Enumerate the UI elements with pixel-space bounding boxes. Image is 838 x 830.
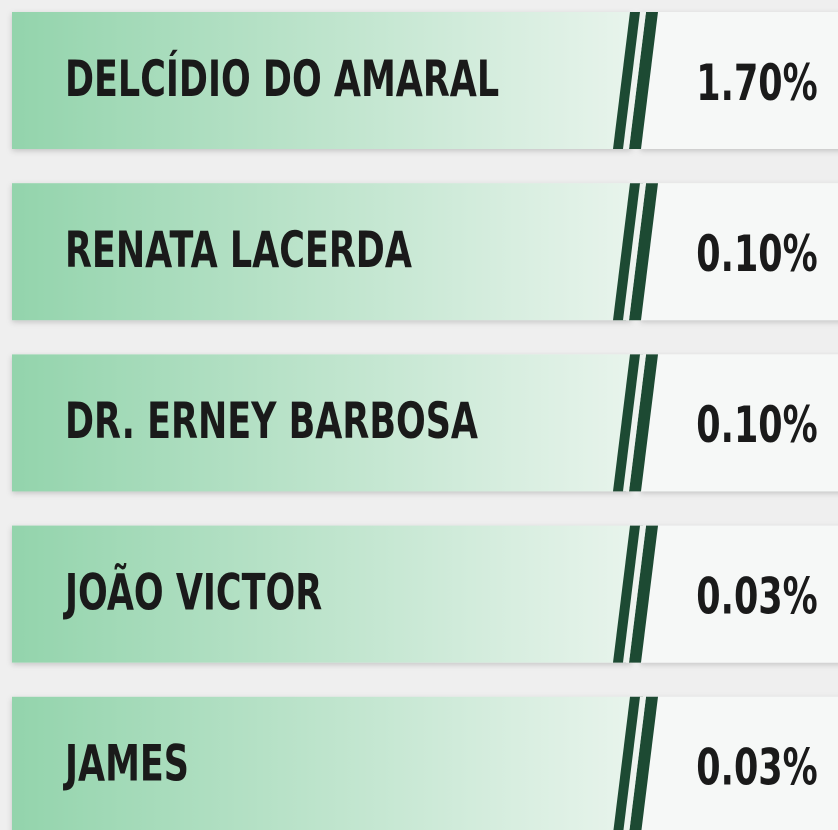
row-left-panel — [12, 12, 632, 149]
candidate-name: RENATA LACERDA — [65, 222, 412, 280]
candidate-percentage: 0.10% — [696, 226, 817, 284]
result-row: RENATA LACERDA 0.10% — [12, 183, 838, 321]
result-row: DR. ERNEY BARBOSA 0.10% — [12, 354, 838, 492]
divider-gap — [623, 525, 646, 663]
divider-stripe — [613, 696, 643, 830]
row-right-panel — [640, 525, 838, 663]
row-left-panel — [12, 525, 632, 663]
divider-gap — [623, 696, 646, 830]
divider-gap — [623, 12, 646, 149]
candidate-percentage: 0.10% — [696, 397, 817, 455]
result-row: DELCÍDIO DO AMARAL 1.70% — [12, 12, 838, 149]
divider-stripe — [629, 183, 658, 321]
divider-stripe — [629, 696, 658, 830]
row-right-panel — [640, 354, 838, 492]
divider-stripe — [629, 354, 658, 492]
row-right-panel — [640, 12, 838, 149]
result-row: JOÃO VICTOR 0.03% — [12, 525, 838, 663]
candidate-name: JAMES — [63, 735, 189, 793]
divider-gap — [623, 354, 646, 492]
divider-stripe — [613, 12, 643, 149]
divider-stripe — [629, 12, 658, 149]
candidate-name: DELCÍDIO DO AMARAL — [65, 49, 499, 108]
divider-stripe — [629, 525, 658, 663]
row-left-panel — [12, 354, 632, 492]
divider-stripe — [613, 525, 643, 663]
candidate-percentage: 0.03% — [696, 568, 817, 626]
candidate-percentage: 1.70% — [696, 55, 817, 113]
candidate-name: JOÃO VICTOR — [63, 563, 323, 622]
result-row: JAMES 0.03% — [12, 696, 838, 830]
row-left-panel — [12, 696, 632, 830]
row-right-panel — [640, 696, 838, 830]
row-left-panel — [12, 183, 632, 321]
divider-stripe — [613, 183, 643, 321]
divider-stripe — [613, 354, 643, 492]
row-right-panel — [640, 183, 838, 321]
divider-gap — [623, 183, 646, 321]
candidate-percentage: 0.03% — [696, 739, 817, 797]
candidate-name: DR. ERNEY BARBOSA — [65, 393, 479, 451]
